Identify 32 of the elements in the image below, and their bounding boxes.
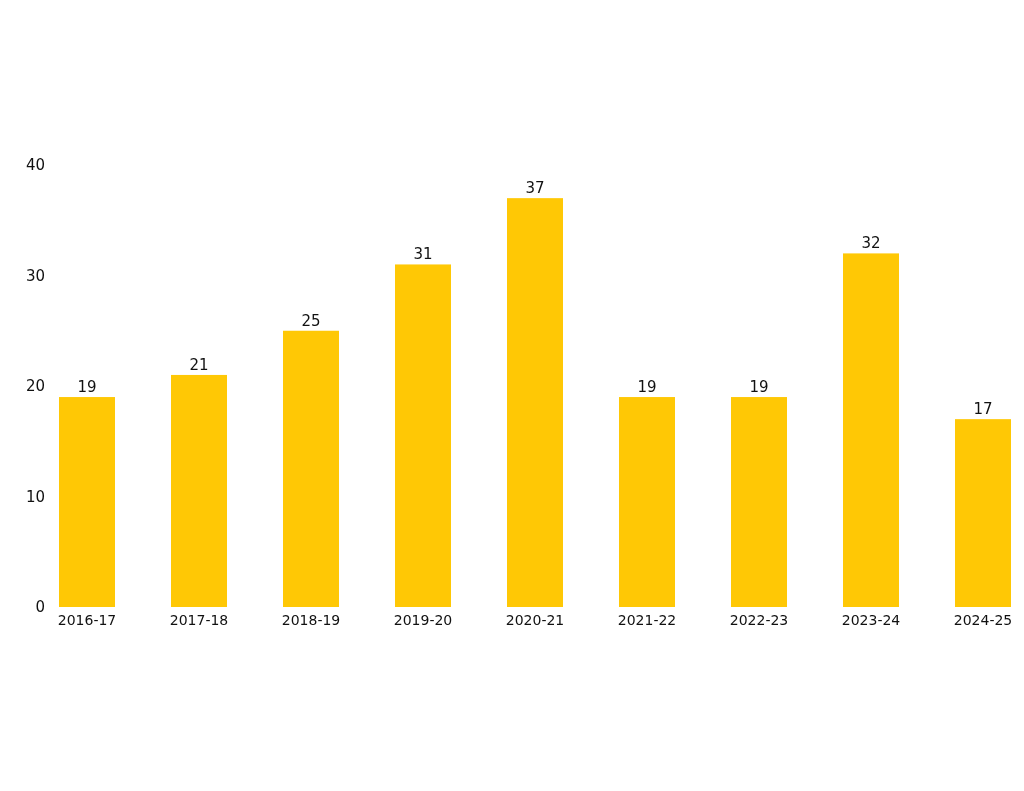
data-label: 19 — [749, 378, 769, 397]
data-label: 21 — [189, 355, 209, 374]
data-label: 17 — [973, 400, 993, 419]
x-tick-label: 2024-25 — [953, 611, 1013, 628]
bar — [843, 253, 899, 607]
data-label: 19 — [77, 378, 97, 397]
x-tick-label: 2018-19 — [281, 611, 341, 628]
bar — [171, 374, 227, 607]
y-tick-label: 40 — [25, 156, 45, 175]
data-label: 19 — [637, 378, 657, 397]
x-tick-label: 2017-18 — [169, 611, 229, 628]
x-tick-label: 2023-24 — [841, 611, 901, 628]
x-tick-label: 2020-21 — [505, 611, 565, 628]
bar — [507, 198, 563, 607]
x-tick-label: 2021-22 — [617, 611, 677, 628]
x-tick-label: 2022-23 — [729, 611, 789, 628]
x-tick-label: 2019-20 — [393, 611, 453, 628]
y-tick-label: 20 — [25, 377, 45, 396]
bar — [619, 397, 675, 607]
bar — [955, 419, 1011, 607]
bar — [395, 264, 451, 607]
x-tick-label: 2016-17 — [57, 611, 117, 628]
data-label: 31 — [413, 245, 433, 264]
data-label: 37 — [525, 179, 545, 198]
data-label: 25 — [301, 311, 321, 330]
bar — [283, 330, 339, 607]
y-tick-label: 0 — [35, 598, 45, 617]
data-label: 32 — [861, 234, 881, 253]
bar — [731, 397, 787, 607]
y-tick-label: 10 — [25, 487, 45, 506]
y-tick-label: 30 — [25, 266, 45, 285]
bar — [59, 397, 115, 607]
